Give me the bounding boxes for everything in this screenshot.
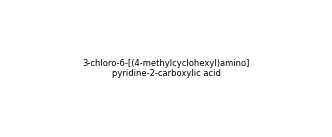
Text: 3-chloro-6-[(4-methylcyclohexyl)amino]
pyridine-2-carboxylic acid: 3-chloro-6-[(4-methylcyclohexyl)amino] p… bbox=[82, 59, 250, 78]
